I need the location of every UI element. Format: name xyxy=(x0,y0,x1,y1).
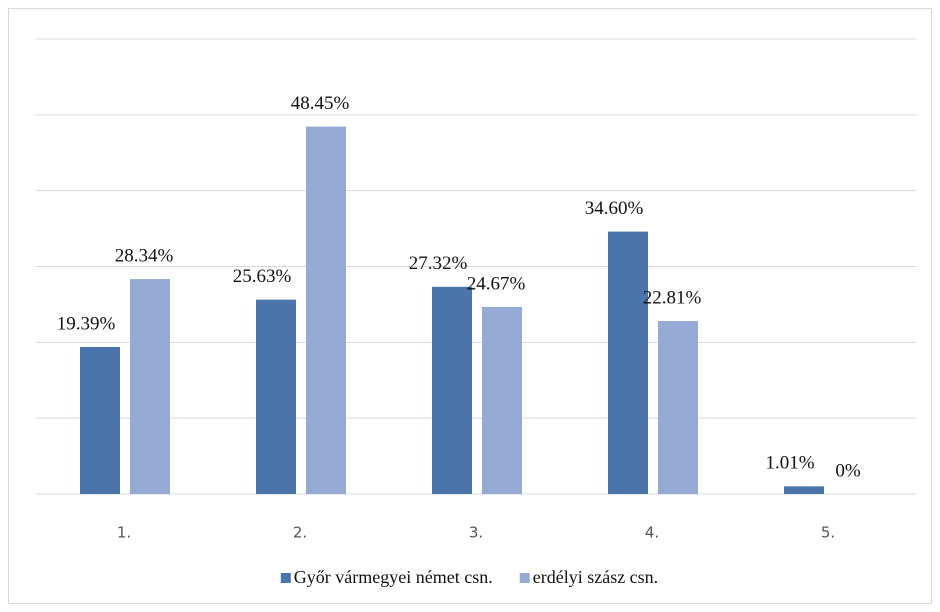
legend-swatch xyxy=(519,573,530,583)
data-label: 27.32% xyxy=(409,253,468,274)
data-label: 19.39% xyxy=(57,313,116,334)
data-label: 48.45% xyxy=(291,93,350,114)
x-tick-label: 1. xyxy=(117,524,131,542)
data-label: 34.60% xyxy=(585,198,644,219)
data-label: 25.63% xyxy=(233,266,292,287)
bar xyxy=(256,299,296,494)
x-tick-label: 2. xyxy=(293,524,307,542)
x-tick-label: 5. xyxy=(821,524,835,542)
legend-label: Győr vármegyei német csn. xyxy=(294,567,493,587)
data-label: 22.81% xyxy=(643,287,702,308)
bar xyxy=(432,286,472,494)
x-tick-label: 3. xyxy=(469,524,483,542)
data-label: 1.01% xyxy=(765,453,814,474)
bar xyxy=(306,126,346,495)
bar xyxy=(130,279,170,494)
bar xyxy=(482,306,522,494)
legend-label: erdélyi szász csn. xyxy=(533,567,658,587)
bar xyxy=(658,321,698,494)
data-label: 0% xyxy=(835,460,861,481)
data-label: 28.34% xyxy=(115,245,174,266)
legend-swatch xyxy=(280,573,291,583)
bar xyxy=(784,486,824,494)
data-label: 24.67% xyxy=(467,273,526,294)
bar xyxy=(80,346,120,494)
x-tick-label: 4. xyxy=(645,524,659,542)
bar xyxy=(608,231,648,494)
